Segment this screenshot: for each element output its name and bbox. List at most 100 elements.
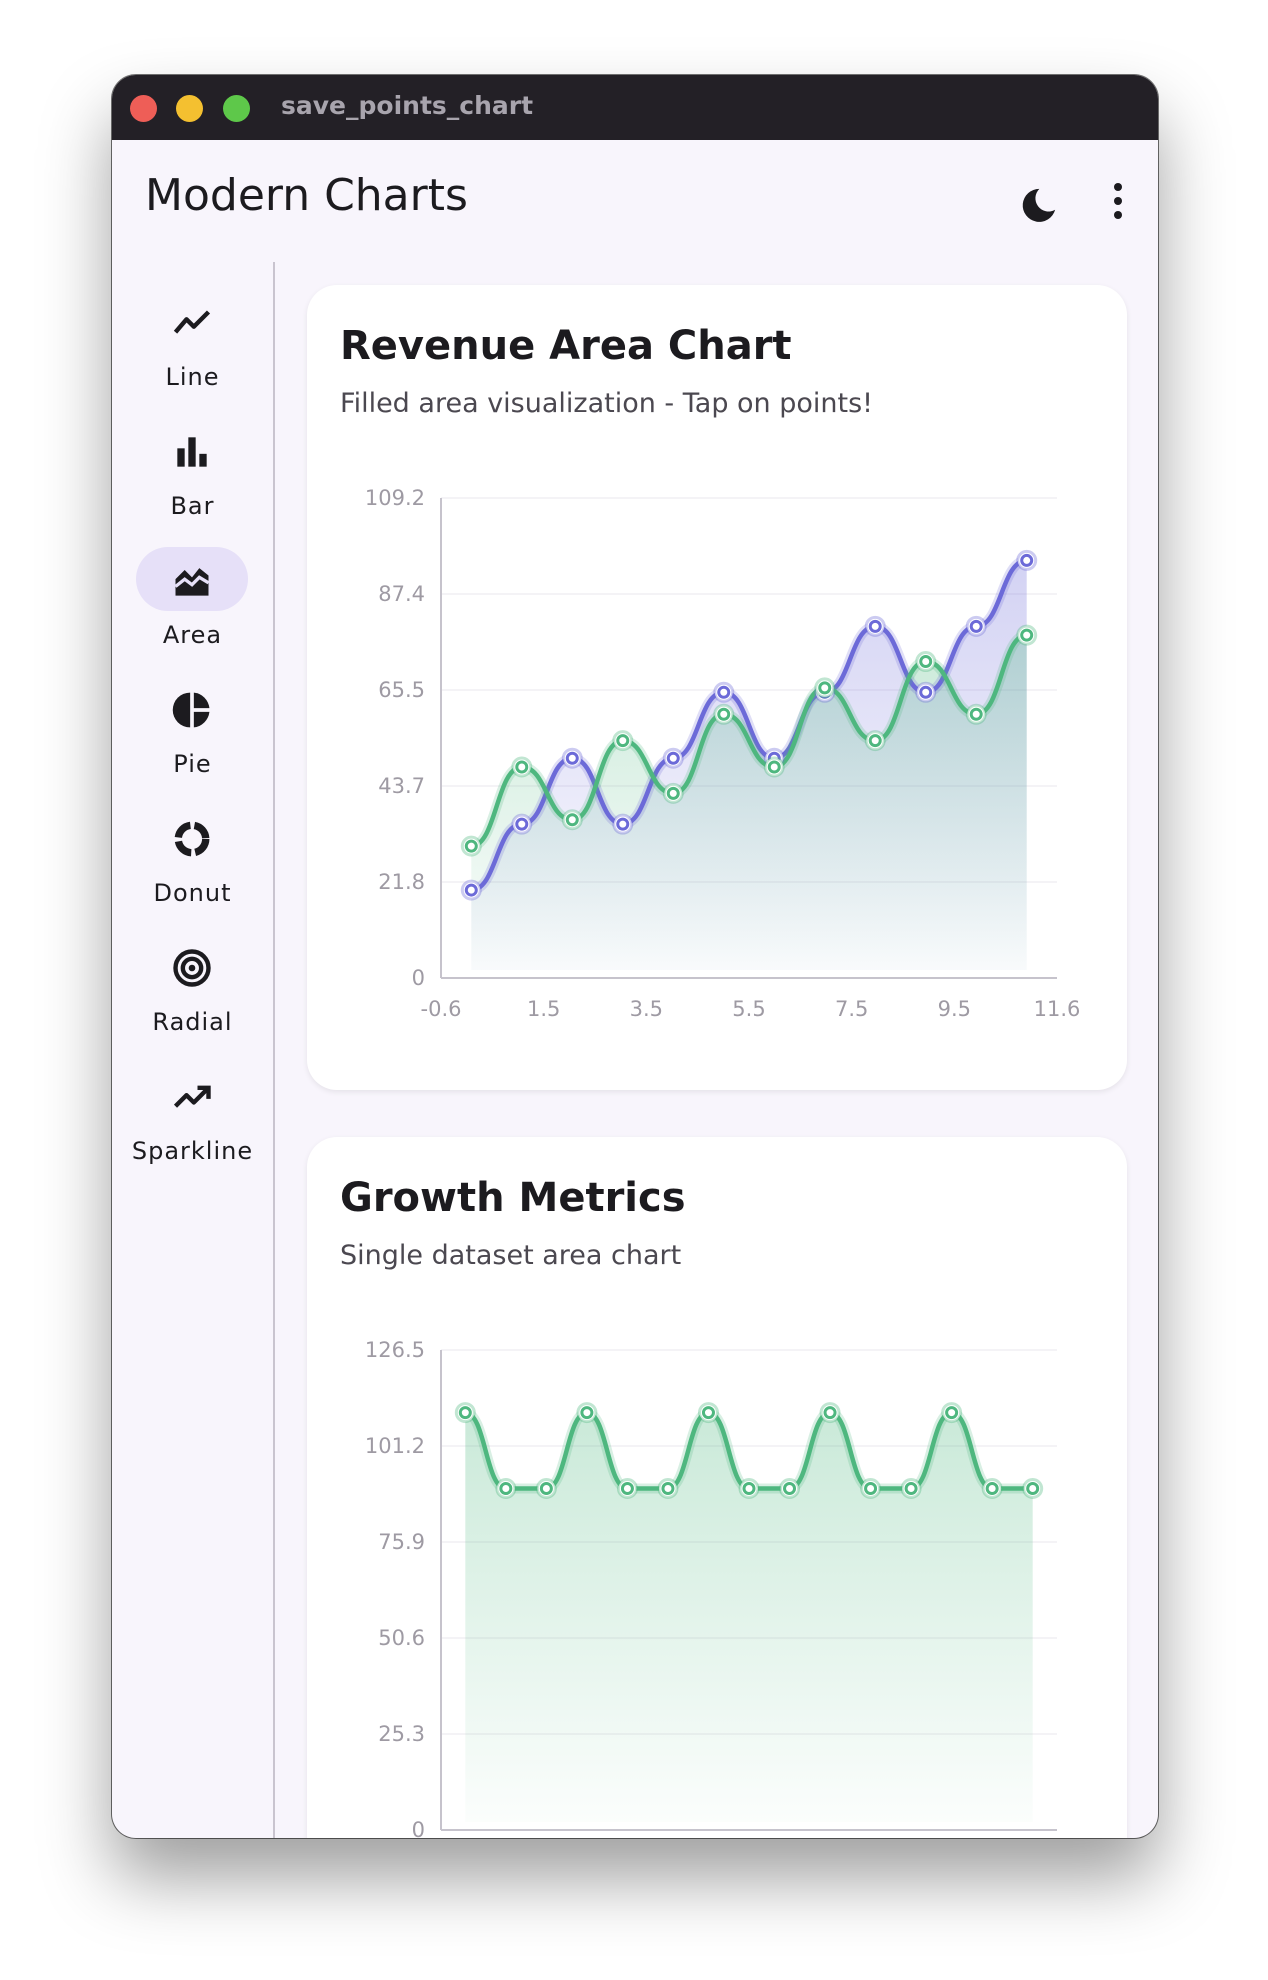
data-point[interactable] <box>561 747 583 769</box>
data-point-marker[interactable] <box>515 760 529 774</box>
data-point[interactable] <box>819 1402 841 1424</box>
nav-item-bar[interactable]: Bar <box>112 418 273 538</box>
data-point[interactable] <box>779 1477 801 1499</box>
nav-item-pie[interactable]: Pie <box>112 676 273 796</box>
data-point[interactable] <box>763 756 785 778</box>
data-point-marker[interactable] <box>565 813 579 827</box>
data-point[interactable] <box>738 1477 760 1499</box>
data-point[interactable] <box>511 756 533 778</box>
data-point-marker[interactable] <box>969 619 983 633</box>
card-title: Growth Metrics <box>340 1175 686 1221</box>
data-point[interactable] <box>454 1402 476 1424</box>
trending-up-icon <box>173 1085 211 1108</box>
data-point[interactable] <box>662 747 684 769</box>
data-point[interactable] <box>460 879 482 901</box>
data-point-marker[interactable] <box>868 619 882 633</box>
data-point[interactable] <box>1016 549 1038 571</box>
data-point[interactable] <box>561 809 583 831</box>
window-title: save_points_chart <box>281 91 534 120</box>
radial-icon <box>173 949 211 987</box>
data-point-marker[interactable] <box>783 1481 797 1495</box>
data-point-marker[interactable] <box>904 1481 918 1495</box>
data-point-marker[interactable] <box>661 1481 675 1495</box>
data-point[interactable] <box>965 703 987 725</box>
data-point-marker[interactable] <box>868 734 882 748</box>
data-point-marker[interactable] <box>919 685 933 699</box>
data-point-marker[interactable] <box>717 707 731 721</box>
data-point[interactable] <box>616 1477 638 1499</box>
data-point-marker[interactable] <box>823 1406 837 1420</box>
card-subtitle: Single dataset area chart <box>340 1240 682 1271</box>
x-tick-label: 9.5 <box>938 997 971 1021</box>
data-point[interactable] <box>900 1477 922 1499</box>
revenue-area-chart[interactable]: 0 21.8 43.7 65.5 87.4 109.2 -0.6 1.5 3.5 5.5 7.5 9.… <box>307 285 1127 1090</box>
data-point-marker[interactable] <box>945 1406 959 1420</box>
close-window-button[interactable] <box>130 95 157 122</box>
data-point[interactable] <box>460 835 482 857</box>
data-point[interactable] <box>941 1402 963 1424</box>
data-point-marker[interactable] <box>616 734 630 748</box>
data-point-marker[interactable] <box>580 1406 594 1420</box>
data-point[interactable] <box>697 1402 719 1424</box>
data-point-marker[interactable] <box>1020 628 1034 642</box>
data-point[interactable] <box>713 703 735 725</box>
data-point[interactable] <box>612 813 634 835</box>
card-title: Revenue Area Chart <box>340 323 792 369</box>
data-point-marker[interactable] <box>767 760 781 774</box>
data-point-marker[interactable] <box>616 817 630 831</box>
maximize-window-button[interactable] <box>223 95 250 122</box>
data-point-marker[interactable] <box>969 707 983 721</box>
data-point[interactable] <box>662 782 684 804</box>
x-tick-label: 3.5 <box>630 997 663 1021</box>
data-point[interactable] <box>915 681 937 703</box>
data-point-marker[interactable] <box>742 1481 756 1495</box>
series-area-fill <box>471 635 1027 970</box>
data-point-marker[interactable] <box>818 681 832 695</box>
data-point-marker[interactable] <box>458 1406 472 1420</box>
data-point[interactable] <box>576 1402 598 1424</box>
data-point[interactable] <box>864 615 886 637</box>
data-point[interactable] <box>981 1477 1003 1499</box>
nav-item-radial[interactable]: Radial <box>112 934 273 1054</box>
minimize-window-button[interactable] <box>176 95 203 122</box>
data-point[interactable] <box>1022 1477 1044 1499</box>
data-point[interactable] <box>864 730 886 752</box>
nav-item-sparkline[interactable]: Sparkline <box>112 1063 273 1183</box>
data-point-marker[interactable] <box>620 1481 634 1495</box>
data-point-marker[interactable] <box>499 1481 513 1495</box>
data-point-marker[interactable] <box>985 1481 999 1495</box>
data-point[interactable] <box>495 1477 517 1499</box>
data-point[interactable] <box>1016 624 1038 646</box>
data-point-marker[interactable] <box>864 1481 878 1495</box>
data-point[interactable] <box>814 677 836 699</box>
data-point-marker[interactable] <box>565 751 579 765</box>
data-point[interactable] <box>915 651 937 673</box>
more-vert-icon[interactable] <box>1108 179 1128 223</box>
x-tick-label: -0.6 <box>421 997 462 1021</box>
data-point-marker[interactable] <box>464 839 478 853</box>
data-point[interactable] <box>713 681 735 703</box>
data-point[interactable] <box>535 1477 557 1499</box>
nav-item-donut[interactable]: Donut <box>112 805 273 925</box>
data-point-marker[interactable] <box>1026 1481 1040 1495</box>
data-point[interactable] <box>860 1477 882 1499</box>
data-point[interactable] <box>965 615 987 637</box>
data-point-marker[interactable] <box>1020 553 1034 567</box>
nav-item-line[interactable]: Line <box>112 289 273 409</box>
data-point[interactable] <box>511 813 533 835</box>
data-point-marker[interactable] <box>717 685 731 699</box>
data-point-marker[interactable] <box>515 817 529 831</box>
nav-item-area[interactable]: Area <box>112 547 273 667</box>
nav-label-radial: Radial <box>152 1008 233 1036</box>
data-point-marker[interactable] <box>666 751 680 765</box>
data-point-marker[interactable] <box>464 883 478 897</box>
data-point[interactable] <box>612 730 634 752</box>
growth-area-chart[interactable]: 0 25.3 50.6 75.9 101.2 126.5 <box>307 1137 1127 1838</box>
moon-icon[interactable] <box>1017 183 1061 227</box>
data-point-marker[interactable] <box>919 655 933 669</box>
data-point-marker[interactable] <box>539 1481 553 1495</box>
app-title: Modern Charts <box>145 170 468 221</box>
data-point[interactable] <box>657 1477 679 1499</box>
data-point-marker[interactable] <box>666 786 680 800</box>
data-point-marker[interactable] <box>701 1406 715 1420</box>
